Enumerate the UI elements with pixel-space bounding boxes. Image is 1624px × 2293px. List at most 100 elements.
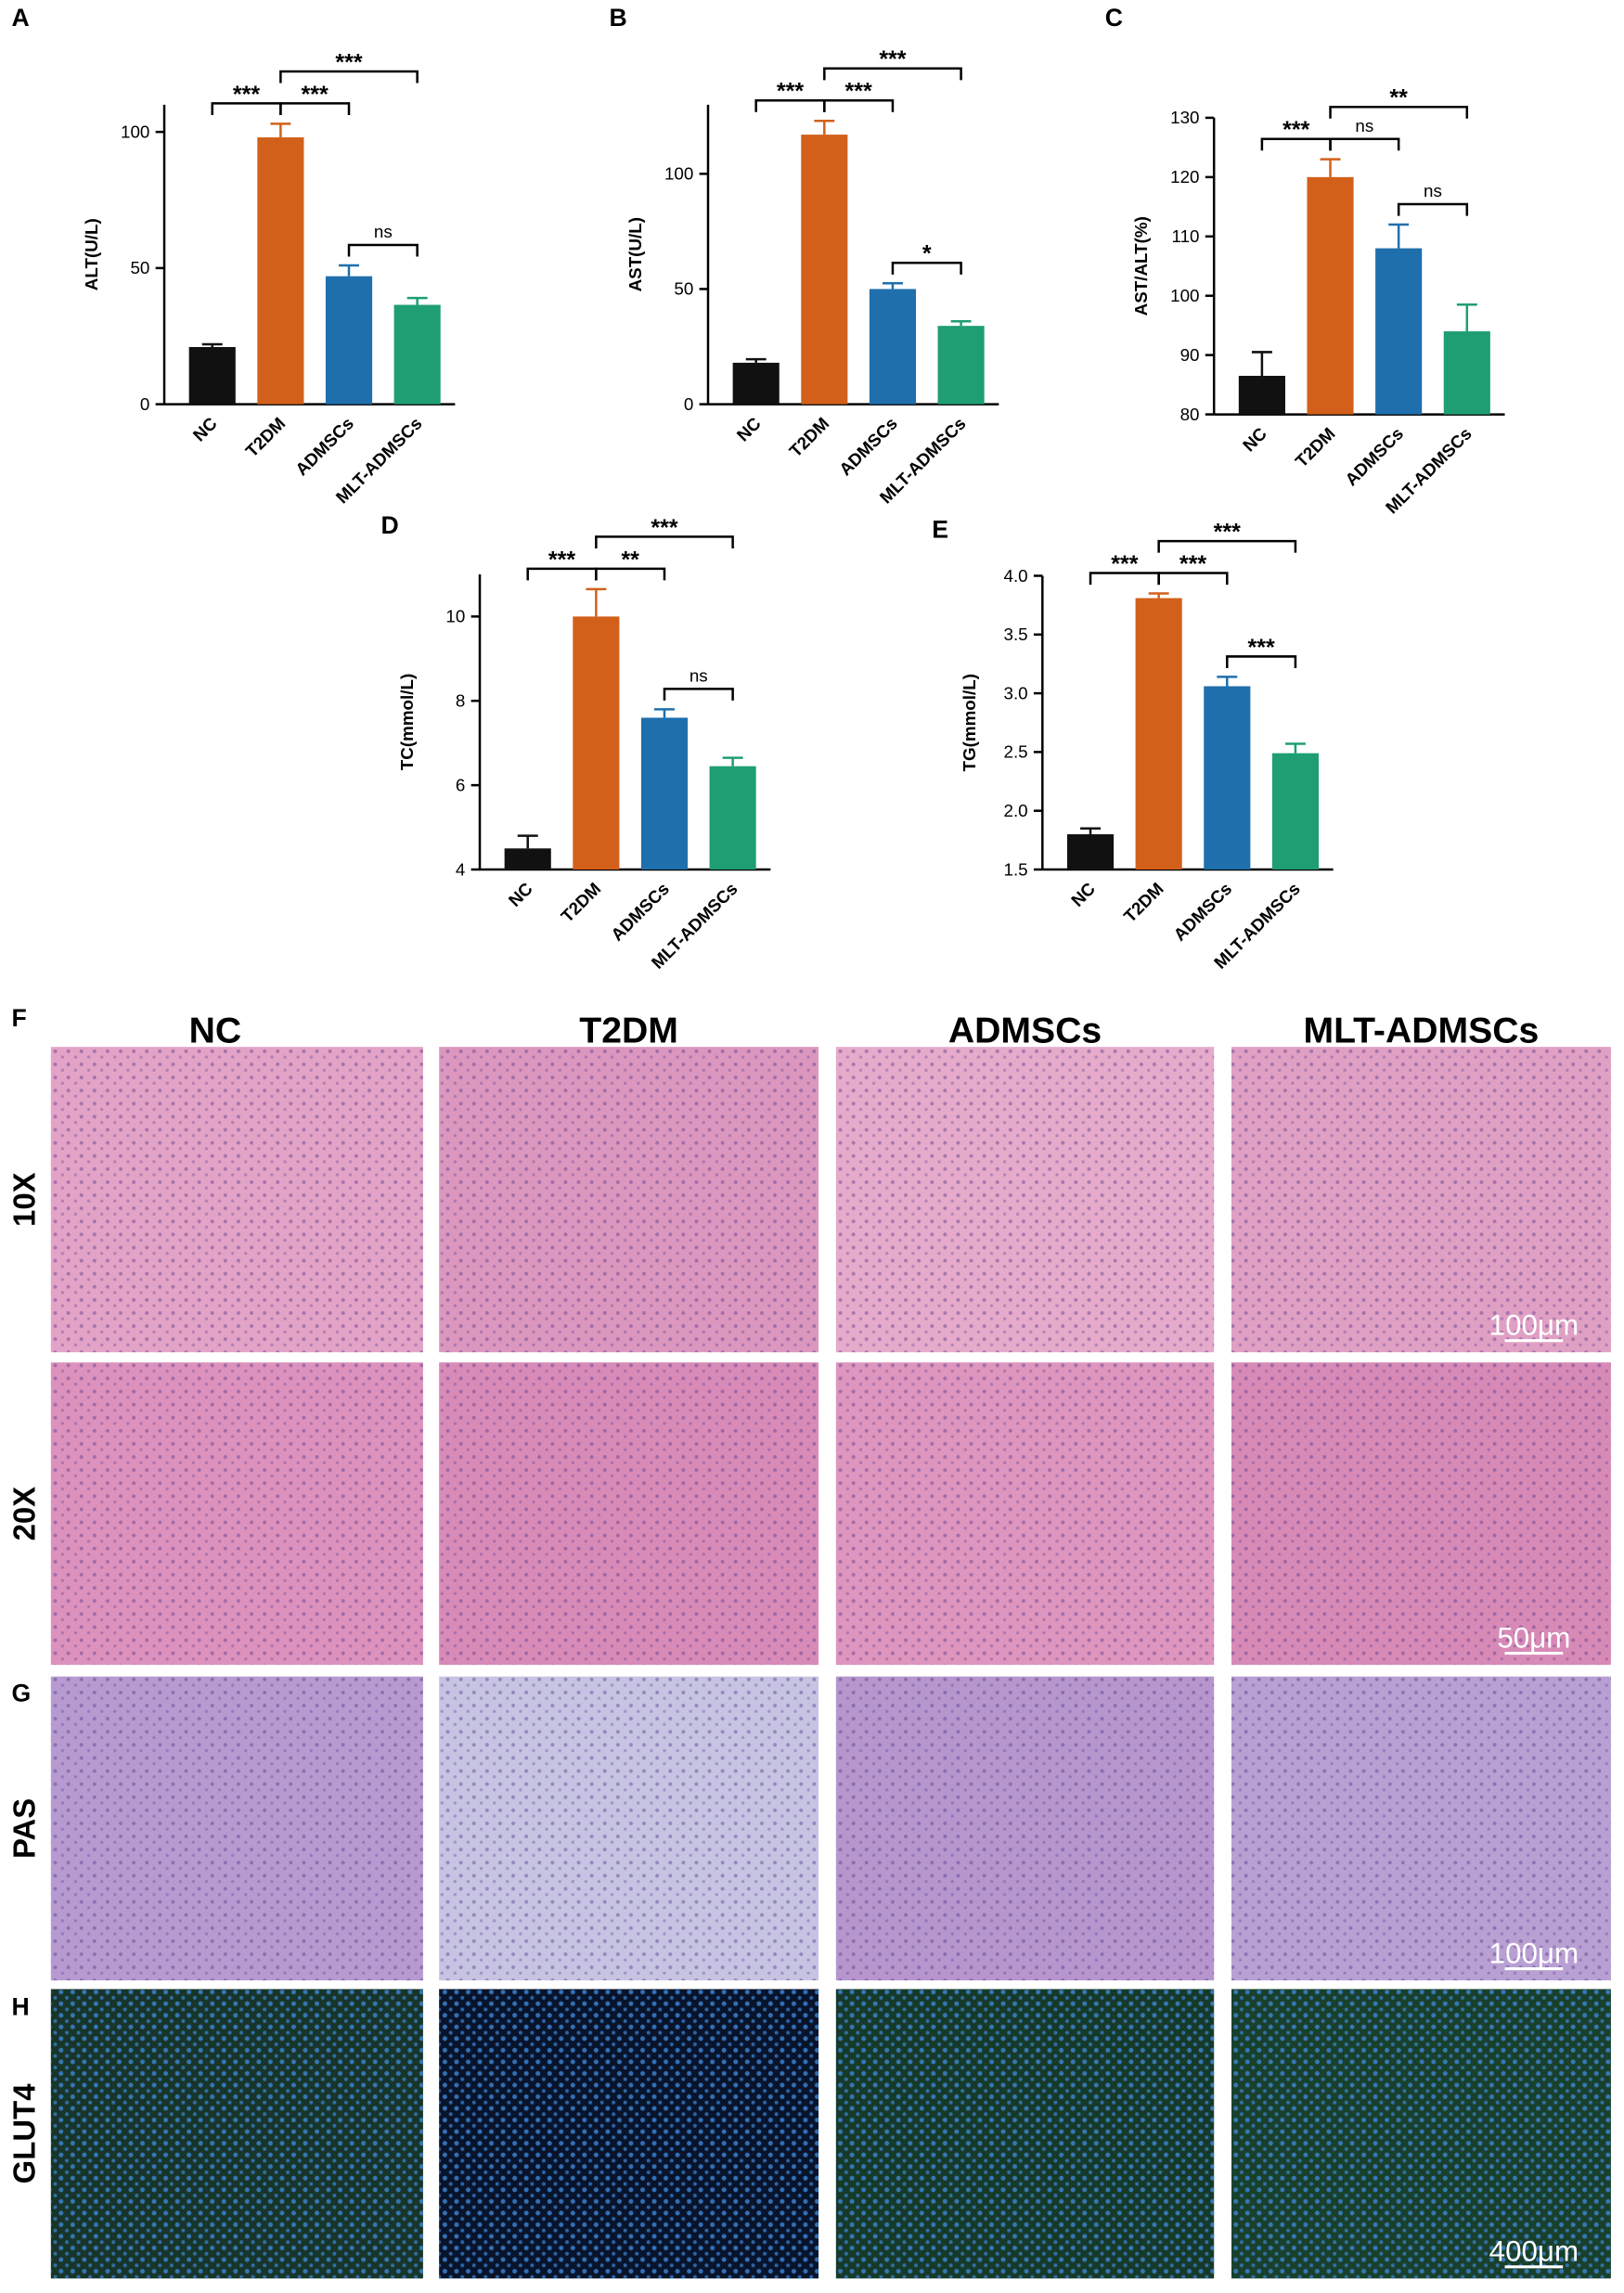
significance-bracket <box>595 567 666 581</box>
x-tick-label: ADMSCs <box>1341 423 1407 489</box>
bar <box>325 276 373 405</box>
y-tick-label: 4.0 <box>1004 566 1028 586</box>
significance-label: *** <box>777 79 804 105</box>
significance-bracket <box>1157 539 1297 553</box>
y-tick-label: 10 <box>445 607 465 626</box>
bar <box>1271 753 1319 870</box>
significance-label: *** <box>548 547 575 573</box>
y-tick-label: 50 <box>130 258 149 277</box>
micrograph-texture <box>835 1047 1215 1353</box>
x-tick-label: NC <box>733 413 765 444</box>
y-tick-label: 1.5 <box>1004 859 1028 879</box>
scale-bar-label: 100μm <box>1489 1308 1579 1341</box>
significance-bracket <box>279 70 419 84</box>
micrograph-texture <box>50 1362 423 1666</box>
significance-label: *** <box>1111 551 1138 577</box>
scale-bar-label: 50μm <box>1497 1621 1570 1654</box>
panel-label: H <box>12 1993 30 2021</box>
y-tick-label: 2.0 <box>1004 801 1028 820</box>
significance-bracket <box>347 243 419 257</box>
bar <box>573 616 620 870</box>
bar <box>1307 176 1354 415</box>
x-tick-label: ADMSCs <box>1169 879 1235 945</box>
x-tick-label: ADMSCs <box>607 879 673 945</box>
significance-label: *** <box>879 46 906 72</box>
row-label: PAS <box>7 1798 42 1859</box>
row-label: 20X <box>7 1487 42 1541</box>
y-axis-label: AST(U/L) <box>625 217 645 291</box>
x-tick-label: NC <box>1067 879 1099 910</box>
y-tick-label: 100 <box>664 164 693 184</box>
significance-label: *** <box>651 515 677 541</box>
significance-label: *** <box>1179 551 1206 577</box>
row-label: 10X <box>7 1172 42 1227</box>
y-tick-label: 100 <box>121 122 149 141</box>
micrograph-texture <box>50 1047 423 1353</box>
x-tick-label: T2DM <box>785 414 832 461</box>
column-header: ADMSCs <box>948 1011 1102 1050</box>
micrograph-texture <box>835 1989 1215 2279</box>
micrograph-texture <box>50 1989 423 2279</box>
significance-label: ns <box>690 666 708 686</box>
significance-label: *** <box>1214 520 1241 546</box>
panel-label: E <box>932 516 948 544</box>
bar <box>1238 376 1285 415</box>
significance-bracket <box>1226 655 1297 668</box>
significance-bracket <box>279 102 351 115</box>
y-tick-label: 130 <box>1170 108 1199 127</box>
bar <box>1443 331 1490 415</box>
y-axis-label: AST/ALT(%) <box>1131 216 1151 316</box>
bar <box>1135 598 1182 870</box>
significance-bracket <box>595 535 734 548</box>
micrograph-texture <box>1231 1362 1611 1666</box>
significance-bracket <box>1329 106 1469 119</box>
y-tick-label: 2.5 <box>1004 742 1028 762</box>
y-axis-label: TG(mmol/L) <box>960 674 979 771</box>
significance-bracket <box>891 262 962 275</box>
x-tick-label: T2DM <box>1120 879 1167 926</box>
bar <box>640 717 689 870</box>
y-tick-label: 0 <box>140 394 149 414</box>
micrograph-texture <box>835 1676 1215 1981</box>
significance-label: *** <box>1282 117 1309 143</box>
x-tick-label: NC <box>189 413 221 444</box>
significance-label: *** <box>233 82 260 108</box>
significance-label: ** <box>621 547 639 573</box>
x-tick-label: NC <box>1239 423 1270 455</box>
significance-label: *** <box>1247 635 1274 661</box>
micrograph-texture <box>50 1676 423 1981</box>
y-tick-label: 4 <box>456 859 465 879</box>
y-tick-label: 80 <box>1180 405 1200 424</box>
panel-label: A <box>12 4 30 32</box>
panel-label: C <box>1105 4 1123 32</box>
bar <box>801 135 848 405</box>
micrograph-texture <box>439 1989 819 2279</box>
y-tick-label: 120 <box>1170 167 1199 187</box>
bar <box>393 304 441 405</box>
column-header: T2DM <box>579 1011 678 1050</box>
y-tick-label: 8 <box>456 691 465 711</box>
bar <box>869 289 917 405</box>
y-tick-label: 110 <box>1172 226 1200 246</box>
micrograph-texture <box>1231 1989 1611 2279</box>
micrograph-texture <box>439 1047 819 1353</box>
bar <box>504 848 551 870</box>
significance-bracket <box>1157 572 1229 586</box>
bar <box>1375 248 1423 415</box>
column-header: NC <box>189 1011 242 1050</box>
scale-bar-label: 100μm <box>1489 1937 1579 1969</box>
significance-label: ** <box>1389 85 1408 111</box>
micrograph-texture <box>439 1676 819 1981</box>
panel-label: G <box>12 1679 32 1707</box>
y-tick-label: 3.5 <box>1004 625 1028 644</box>
y-tick-label: 3.0 <box>1004 683 1028 702</box>
bar <box>188 346 236 405</box>
bar <box>1066 834 1115 870</box>
y-tick-label: 100 <box>1170 286 1199 305</box>
y-tick-label: 50 <box>674 279 693 299</box>
significance-bracket <box>663 688 734 701</box>
x-tick-label: T2DM <box>241 414 289 461</box>
panel-label: D <box>380 511 398 539</box>
significance-bracket <box>823 99 895 112</box>
